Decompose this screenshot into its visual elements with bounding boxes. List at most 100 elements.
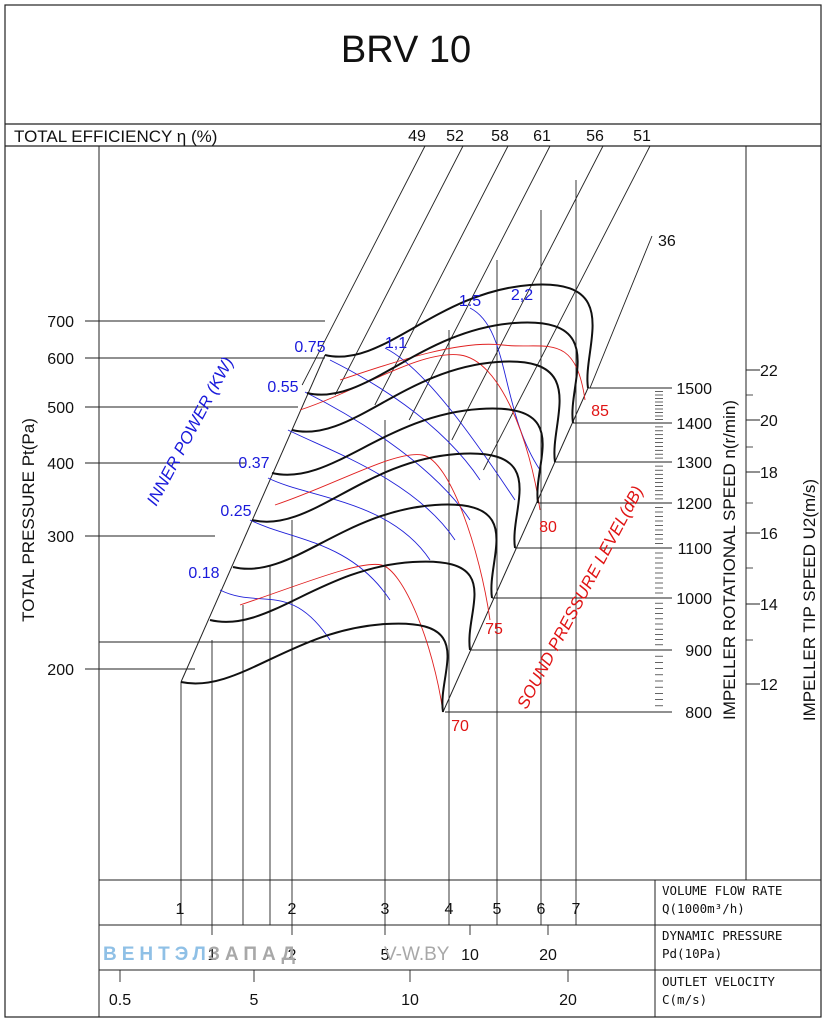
sound-curve — [239, 563, 444, 713]
power-value-1,1: 1,1 — [385, 335, 407, 352]
power-line — [384, 347, 516, 501]
speed-curve-800 — [180, 622, 449, 713]
speed-tick-label-800: 800 — [685, 705, 712, 722]
dyn-tick-label-20: 20 — [539, 947, 557, 964]
speed-tick-label-1000: 1000 — [676, 591, 712, 608]
dyn-tick-label-2: 2 — [288, 947, 297, 964]
power-value-0.55: 0.55 — [267, 379, 298, 396]
y-tick-label-500: 500 — [47, 400, 74, 417]
speed-curve-1300 — [291, 360, 561, 463]
y-tick-label-600: 600 — [47, 351, 74, 368]
efficiency-label: TOTAL EFFICIENCY η (%) — [14, 127, 217, 146]
power-line — [219, 589, 331, 641]
speed-tick-label-1200: 1200 — [676, 496, 712, 513]
dyn-label-2: Pd(10Pa) — [662, 946, 722, 961]
sound-value-80: 80 — [539, 519, 557, 536]
power-line — [249, 519, 391, 601]
efficiency-value-extra: 36 — [658, 233, 676, 250]
power-line — [267, 477, 431, 561]
watermark-part2: ЗАПАД — [208, 944, 300, 965]
sound-curve — [274, 454, 491, 621]
flow-tick-label-1: 1 — [176, 901, 185, 918]
outer-frame — [4, 4, 822, 1018]
efficiency-line-61 — [408, 145, 551, 421]
power-value-0.75: 0.75 — [294, 339, 325, 356]
flow-label-1: VOLUME FLOW RATE — [662, 883, 782, 898]
watermark-part3: V-W.BY — [384, 944, 450, 965]
tip-speed-axis-label: IMPELLER TIP SPEED U2(m/s) — [800, 479, 819, 721]
efficiency-value-56: 56 — [586, 128, 604, 145]
sound-curve — [339, 343, 586, 401]
vel-tick-label-20: 20 — [559, 992, 577, 1009]
flow-tick-label-4: 4 — [445, 901, 454, 918]
flow-label-2: Q(1000m³/h) — [662, 901, 745, 916]
speed-tick-label-1500: 1500 — [676, 381, 712, 398]
speed-tick-label-900: 900 — [685, 643, 712, 660]
tip-tick-label-16: 16 — [760, 526, 778, 543]
speed-curves-layer — [180, 283, 594, 713]
vel-tick-label-10: 10 — [401, 992, 419, 1009]
vel-tick-label-0.5: 0.5 — [109, 992, 131, 1009]
dyn-tick-label-10: 10 — [461, 947, 479, 964]
efficiency-line-51 — [483, 145, 651, 471]
power-value-0.25: 0.25 — [220, 503, 251, 520]
flow-tick-label-3: 3 — [381, 901, 390, 918]
vel-tick-label-5: 5 — [250, 992, 259, 1009]
flow-tick-label-7: 7 — [572, 901, 581, 918]
labels-layer: 7006005004003002001500140013001200110010… — [47, 128, 778, 1009]
dyn-label-1: DYNAMIC PRESSURE — [662, 928, 782, 943]
grid-layer — [85, 145, 760, 982]
y-tick-label-200: 200 — [47, 662, 74, 679]
inner-power-label: INNER POWER (KW) — [143, 354, 237, 509]
efficiency-line-extra — [589, 235, 653, 389]
speed-curve-1500 — [324, 283, 594, 389]
sound-value-70: 70 — [451, 718, 469, 735]
tip-tick-label-14: 14 — [760, 597, 778, 614]
power-value-2,2: 2,2 — [511, 287, 533, 304]
efficiency-line-56 — [451, 145, 604, 441]
speed-curve-1100 — [251, 452, 521, 549]
sound-curve — [299, 354, 541, 511]
speed-tick-label-1100: 1100 — [678, 541, 713, 558]
y-tick-label-300: 300 — [47, 529, 74, 546]
vel-label-2: C(m/s) — [662, 992, 707, 1007]
y-tick-label-700: 700 — [47, 314, 74, 331]
power-value-0.18: 0.18 — [188, 565, 219, 582]
tip-tick-label-18: 18 — [760, 465, 778, 482]
power-line — [329, 359, 481, 481]
efficiency-value-58: 58 — [491, 128, 509, 145]
watermark-part1: ВЕНТЭЛ — [103, 944, 211, 965]
flow-tick-label-6: 6 — [537, 901, 546, 918]
y-axis-label: TOTAL PRESSURE Pt(Pa) — [19, 418, 38, 622]
power-value-1.5: 1.5 — [459, 293, 481, 310]
power-value-0.37: 0.37 — [238, 455, 269, 472]
vel-label-1: OUTLET VELOCITY — [662, 974, 775, 989]
flow-tick-label-2: 2 — [288, 901, 297, 918]
speed-curve-1200 — [271, 407, 544, 504]
speed-curve-900 — [209, 560, 476, 651]
efficiency-value-49: 49 — [408, 128, 426, 145]
efficiency-line-49 — [301, 145, 426, 386]
sound-level-label: SOUND PRESSURE LEVEL(dB) — [513, 483, 647, 712]
speed-curve-1000 — [232, 503, 498, 599]
tip-tick-label-20: 20 — [760, 413, 778, 430]
speed-axis-label: IMPELLER ROTATIONAL SPEED n(r/min) — [720, 400, 739, 720]
tip-tick-label-22: 22 — [760, 363, 778, 380]
thin-curves-layer — [219, 307, 586, 713]
efficiency-value-52: 52 — [446, 128, 464, 145]
dyn-tick-label-5: 5 — [381, 947, 390, 964]
y-tick-label-400: 400 — [47, 456, 74, 473]
chart-title: BRV 10 — [341, 29, 471, 71]
efficiency-line-52 — [334, 145, 464, 396]
curve-end-boundary — [442, 387, 589, 713]
power-line — [304, 391, 471, 521]
power-line — [469, 307, 541, 471]
speed-tick-label-1300: 1300 — [676, 455, 712, 472]
sound-value-85: 85 — [591, 403, 609, 420]
speed-tick-label-1400: 1400 — [676, 416, 712, 433]
power-line — [287, 429, 456, 541]
efficiency-value-61: 61 — [533, 128, 551, 145]
flow-tick-label-5: 5 — [493, 901, 502, 918]
